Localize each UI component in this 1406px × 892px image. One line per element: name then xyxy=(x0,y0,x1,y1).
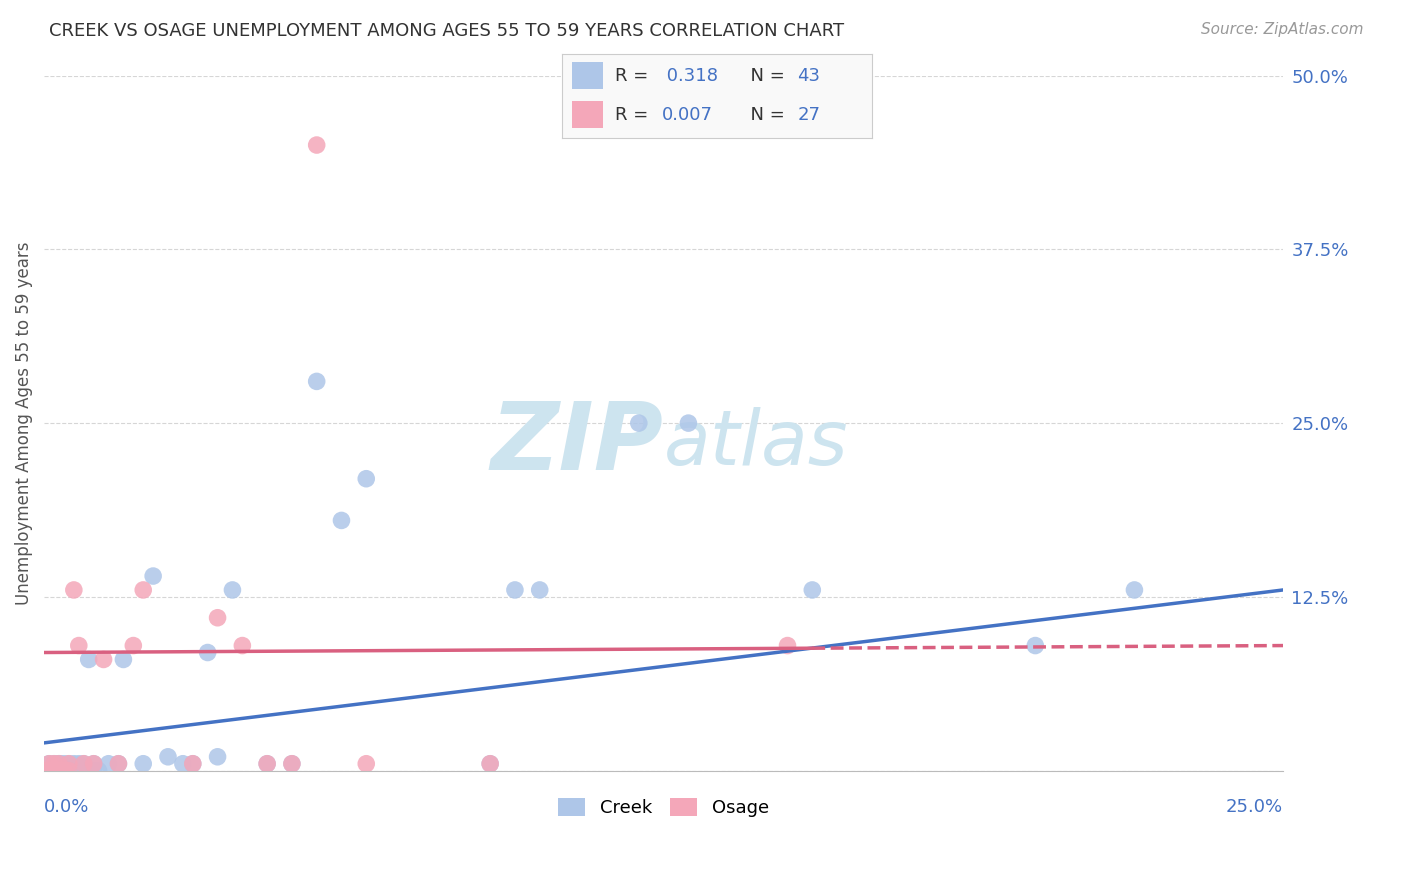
Point xyxy=(38,756,60,771)
Point xyxy=(197,646,219,660)
Point xyxy=(32,764,55,778)
Point xyxy=(305,375,328,389)
Point xyxy=(42,756,65,771)
Point xyxy=(172,756,194,771)
Point xyxy=(627,416,650,430)
Point xyxy=(42,756,65,771)
Point xyxy=(479,756,502,771)
Point xyxy=(58,756,80,771)
Point xyxy=(305,138,328,153)
Point xyxy=(52,764,75,778)
Point xyxy=(107,756,129,771)
Point xyxy=(48,764,70,778)
Bar xyxy=(572,62,603,89)
Text: 27: 27 xyxy=(797,106,821,124)
Point xyxy=(73,756,96,771)
Point xyxy=(48,756,70,771)
Point xyxy=(801,582,824,597)
Point xyxy=(83,756,105,771)
Point xyxy=(63,756,86,771)
Point xyxy=(83,756,105,771)
Point xyxy=(122,639,145,653)
Point xyxy=(330,513,353,527)
Point xyxy=(1024,639,1046,653)
Point xyxy=(132,756,155,771)
Point xyxy=(77,652,100,666)
Legend: Creek, Osage: Creek, Osage xyxy=(551,790,776,824)
Point xyxy=(93,652,115,666)
Point xyxy=(1123,582,1146,597)
Text: Source: ZipAtlas.com: Source: ZipAtlas.com xyxy=(1201,22,1364,37)
Point xyxy=(503,582,526,597)
Point xyxy=(112,652,135,666)
Point xyxy=(42,764,65,778)
Point xyxy=(48,764,70,778)
Point xyxy=(48,756,70,771)
Point xyxy=(678,416,700,430)
Bar xyxy=(572,101,603,128)
Point xyxy=(83,764,105,778)
Point xyxy=(58,764,80,778)
Text: N =: N = xyxy=(738,68,790,86)
Text: 0.318: 0.318 xyxy=(661,68,718,86)
Point xyxy=(156,749,179,764)
Point xyxy=(38,764,60,778)
Text: CREEK VS OSAGE UNEMPLOYMENT AMONG AGES 55 TO 59 YEARS CORRELATION CHART: CREEK VS OSAGE UNEMPLOYMENT AMONG AGES 5… xyxy=(49,22,845,40)
Text: 25.0%: 25.0% xyxy=(1226,798,1284,816)
Point xyxy=(181,756,204,771)
Point xyxy=(256,756,278,771)
Point xyxy=(97,756,120,771)
Point xyxy=(181,756,204,771)
Point xyxy=(67,639,90,653)
Point xyxy=(256,756,278,771)
Text: 0.007: 0.007 xyxy=(661,106,713,124)
Point xyxy=(207,749,229,764)
Point xyxy=(87,764,110,778)
Y-axis label: Unemployment Among Ages 55 to 59 years: Unemployment Among Ages 55 to 59 years xyxy=(15,242,32,605)
Point xyxy=(354,756,377,771)
Point xyxy=(58,756,80,771)
Point xyxy=(63,582,86,597)
Point xyxy=(207,611,229,625)
Point xyxy=(529,582,551,597)
Point xyxy=(221,582,243,597)
Point xyxy=(231,639,253,653)
Point xyxy=(67,756,90,771)
Point xyxy=(281,756,304,771)
Point xyxy=(38,756,60,771)
Point xyxy=(48,756,70,771)
Text: ZIP: ZIP xyxy=(491,398,664,490)
Point xyxy=(479,756,502,771)
Text: R =: R = xyxy=(614,106,654,124)
Text: atlas: atlas xyxy=(664,407,848,481)
Point xyxy=(132,582,155,597)
Point xyxy=(142,569,165,583)
Text: 43: 43 xyxy=(797,68,821,86)
Point xyxy=(281,756,304,771)
Point xyxy=(63,764,86,778)
Text: R =: R = xyxy=(614,68,654,86)
Point xyxy=(58,764,80,778)
Point xyxy=(52,764,75,778)
Point xyxy=(107,756,129,771)
Point xyxy=(38,764,60,778)
Point xyxy=(73,756,96,771)
Point xyxy=(354,472,377,486)
Text: N =: N = xyxy=(738,106,790,124)
Text: 0.0%: 0.0% xyxy=(44,798,90,816)
Point xyxy=(52,756,75,771)
Point xyxy=(42,764,65,778)
Point xyxy=(776,639,799,653)
